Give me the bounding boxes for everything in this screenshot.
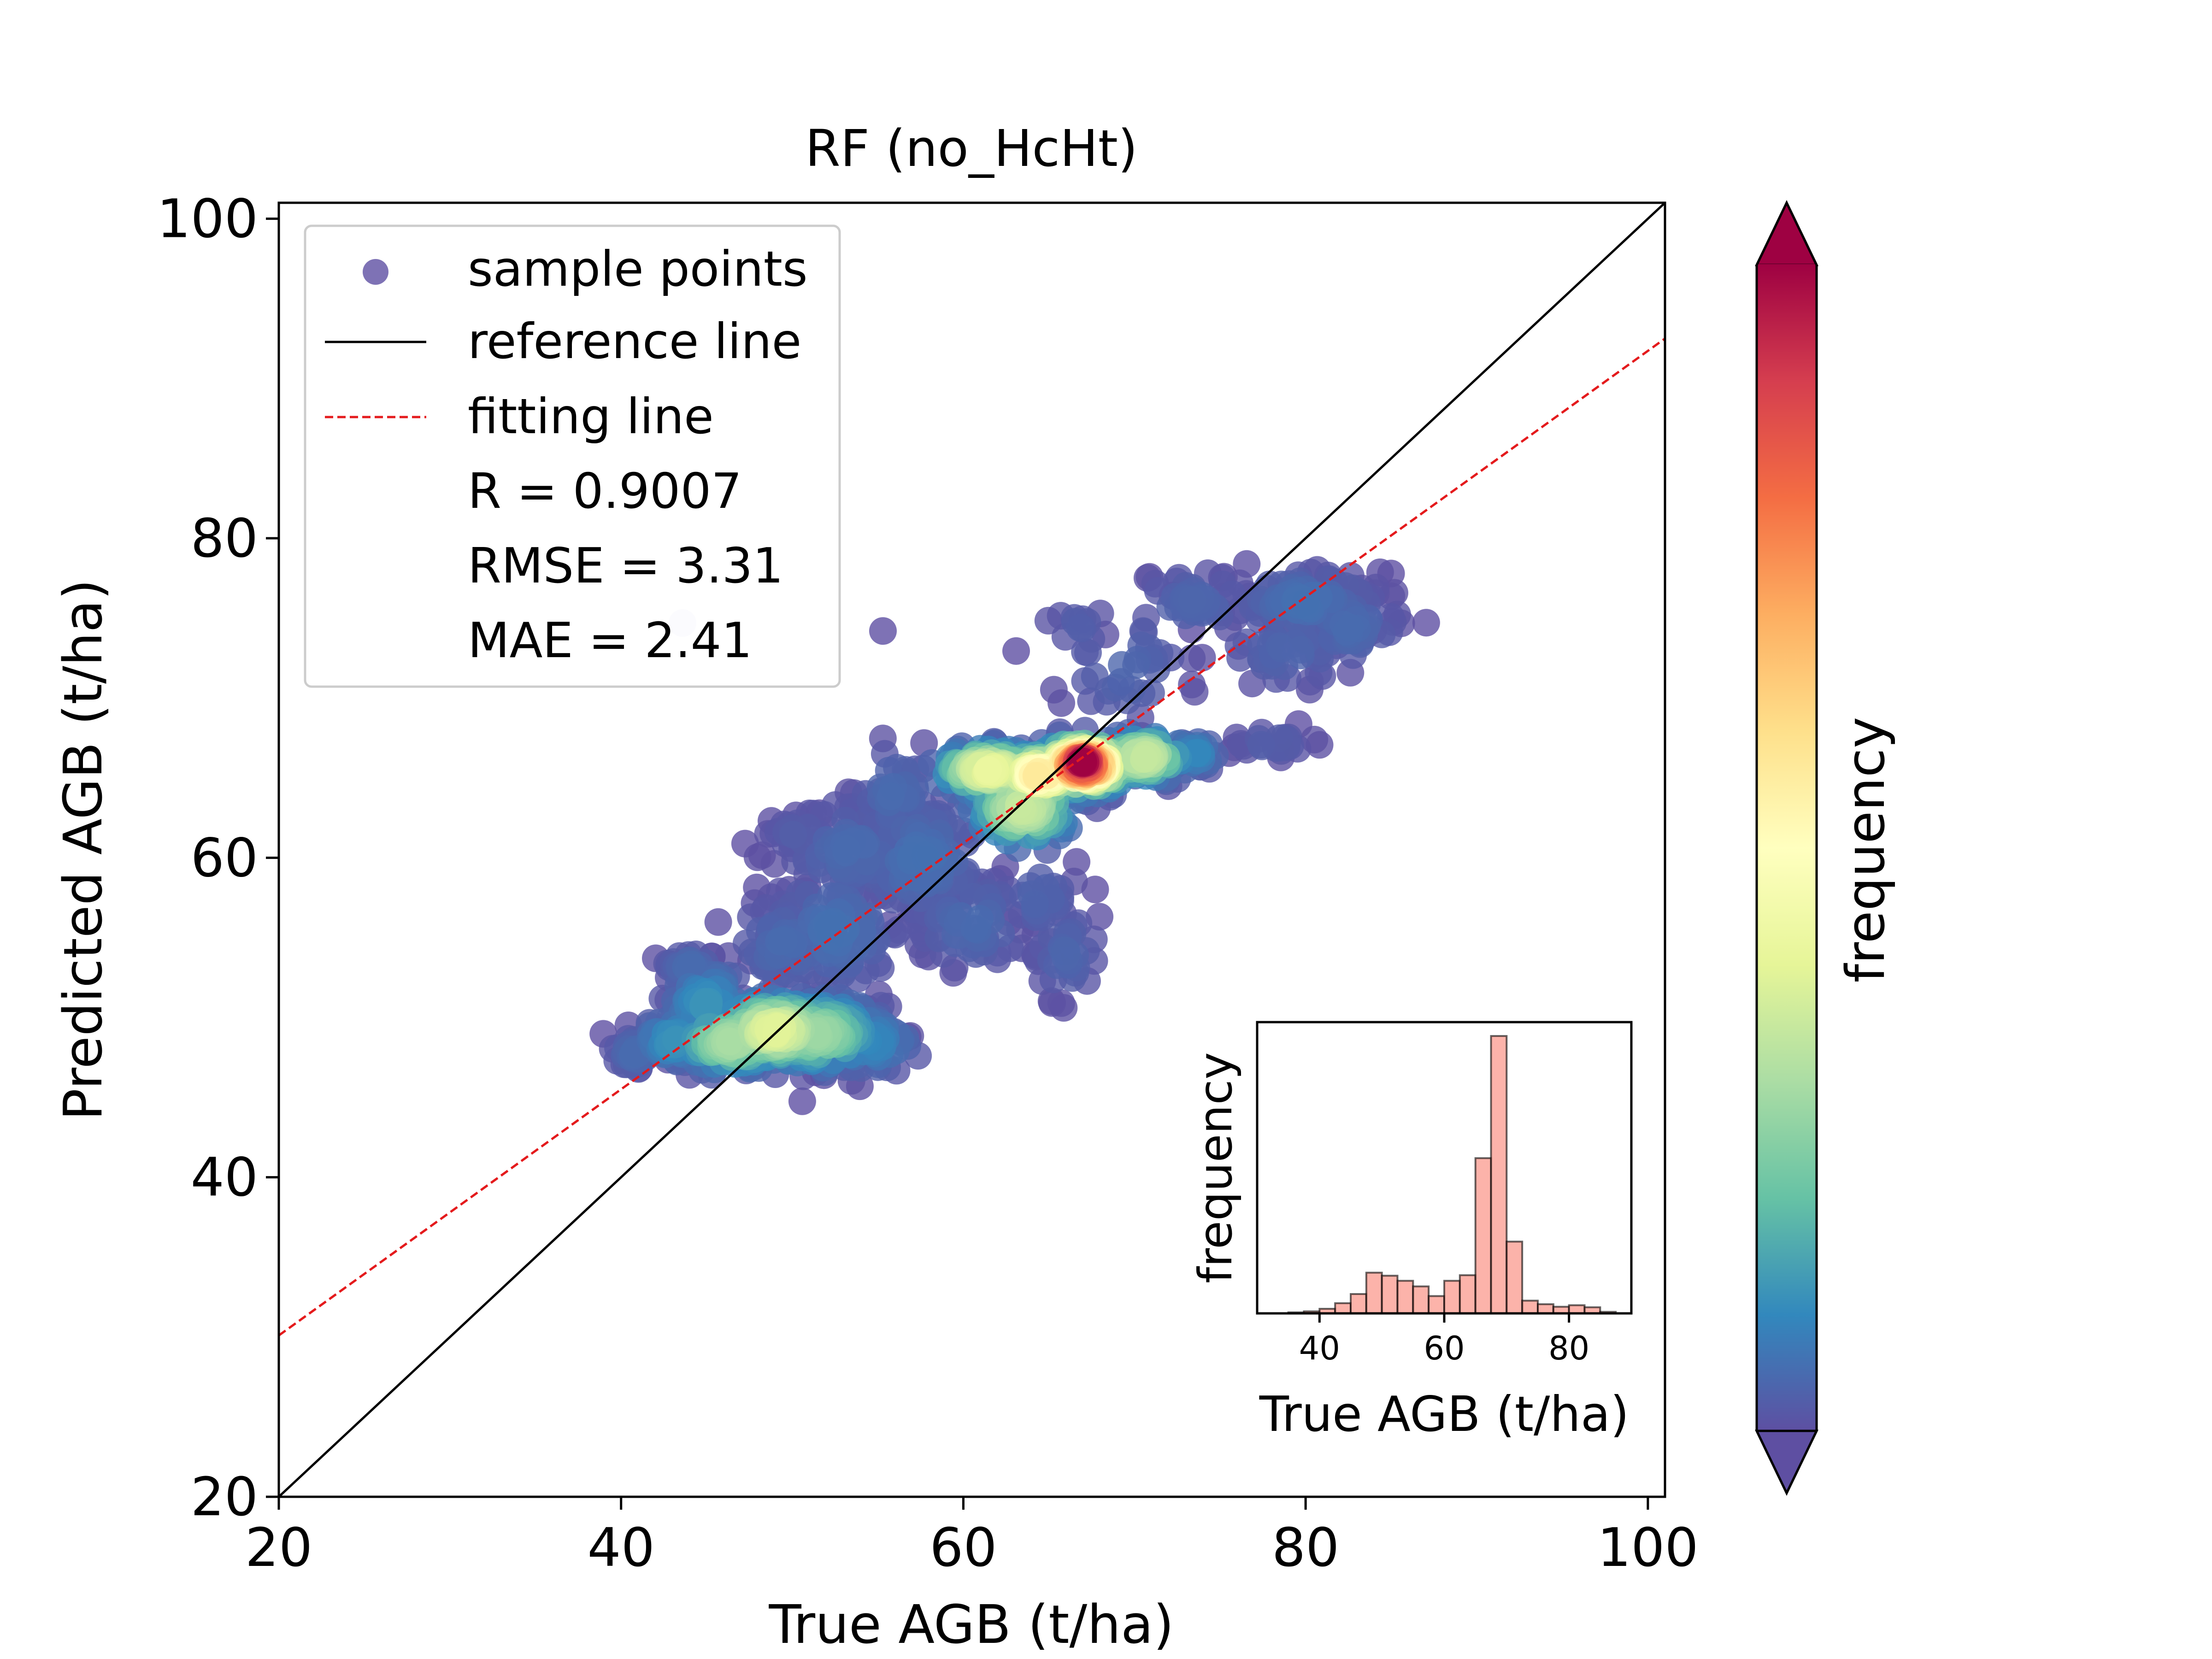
sample-point xyxy=(1069,748,1097,777)
inset-histogram: 40 60 80 True AGB (t/ha) frequency xyxy=(1188,1021,1633,1442)
histogram-bar xyxy=(1443,1280,1461,1315)
colorbar-extend-top xyxy=(1755,200,1818,266)
histogram-bar xyxy=(1428,1295,1446,1314)
histogram-bar xyxy=(1521,1300,1539,1314)
histogram-bar xyxy=(1490,1035,1508,1314)
histogram-bar xyxy=(1350,1293,1367,1314)
sample-point xyxy=(1178,671,1206,699)
legend-label-sample-points: sample points xyxy=(468,241,808,297)
histogram-bar xyxy=(1537,1303,1554,1315)
x-axis-label: True AGB (t/ha) xyxy=(769,1594,1174,1656)
sample-point xyxy=(966,905,994,933)
sample-point xyxy=(788,1087,816,1115)
sample-point xyxy=(821,912,849,940)
histogram-bar xyxy=(1474,1157,1492,1315)
sample-point xyxy=(1023,762,1051,790)
sample-point xyxy=(1292,588,1320,616)
legend-stat-mae: MAE = 2.41 xyxy=(468,612,752,669)
chart-title: RF (no_HcHt) xyxy=(805,119,1138,178)
histogram-bar xyxy=(1381,1275,1399,1314)
sample-point xyxy=(877,782,905,810)
inset-x-axis-ticks: 40 60 80 xyxy=(1299,1313,1589,1367)
histogram-bar xyxy=(1334,1302,1352,1315)
histogram-bars-layer xyxy=(1287,1035,1617,1315)
x-axis-ticks: 20 40 60 80 100 xyxy=(245,1497,1699,1579)
fitting-line xyxy=(279,337,1665,1336)
y-axis-label: Predicted AGB (t/ha) xyxy=(53,579,114,1121)
sample-point xyxy=(662,1025,690,1053)
y-tick-label: 80 xyxy=(191,508,258,570)
histogram-bar xyxy=(1459,1274,1477,1315)
sample-point xyxy=(1081,876,1109,904)
y-tick-label: 100 xyxy=(157,188,259,250)
sample-point xyxy=(704,908,732,936)
histogram-bar xyxy=(1365,1271,1383,1314)
inset-x-axis-label: True AGB (t/ha) xyxy=(1259,1386,1630,1442)
main-axes-frame xyxy=(277,201,1666,1498)
reference-line xyxy=(279,203,1665,1497)
colorbar-label: frequency xyxy=(1835,717,1897,983)
colorbar: frequency xyxy=(1755,200,1897,1496)
sample-point xyxy=(1086,903,1114,931)
sample-point xyxy=(692,990,720,1018)
y-axis-ticks: 20 40 60 80 100 xyxy=(157,188,279,1528)
legend-stat-r: R = 0.9007 xyxy=(468,463,742,519)
x-tick-label: 80 xyxy=(1272,1517,1339,1579)
legend-stat-rmse: RMSE = 3.31 xyxy=(468,538,783,594)
y-tick-label: 60 xyxy=(191,827,258,889)
y-tick-label: 20 xyxy=(191,1466,258,1528)
sample-point xyxy=(1047,689,1076,717)
inset-y-axis-label: frequency xyxy=(1188,1052,1242,1283)
sample-point xyxy=(768,927,796,955)
sample-point xyxy=(716,1028,744,1056)
colorbar-gradient xyxy=(1757,264,1817,1432)
sample-point xyxy=(779,821,807,849)
sample-point xyxy=(1268,635,1296,663)
main-plot: RF (no_HcHt) 20 40 60 80 100 20 40 60 80 100 Tru… xyxy=(53,119,1699,1656)
x-tick-label: 20 xyxy=(245,1517,312,1579)
sample-point xyxy=(1053,938,1081,965)
sample-point xyxy=(1336,614,1364,642)
x-tick-label: 100 xyxy=(1597,1517,1699,1579)
sample-point xyxy=(1002,637,1030,665)
sample-point xyxy=(1247,731,1275,759)
sample-point xyxy=(869,617,897,645)
sample-point xyxy=(1021,889,1049,918)
legend-label-fitting-line: fitting line xyxy=(468,388,714,445)
histogram-bar xyxy=(1568,1304,1586,1314)
legend-box xyxy=(304,224,841,688)
sample-point xyxy=(1412,609,1440,637)
legend-marker-sample-points xyxy=(363,259,388,285)
inset-x-tick-label: 80 xyxy=(1548,1330,1589,1367)
sample-point xyxy=(1178,586,1206,614)
histogram-bar xyxy=(1396,1280,1414,1315)
sample-point xyxy=(1108,651,1136,679)
colorbar-outline xyxy=(1755,200,1818,1496)
sample-point xyxy=(911,841,939,870)
legend-label-reference-line: reference line xyxy=(468,313,801,370)
sample-point xyxy=(1008,795,1036,823)
histogram-bar xyxy=(1506,1241,1524,1314)
y-tick-label: 40 xyxy=(191,1147,258,1209)
sample-point xyxy=(974,756,1002,784)
legend: sample points reference line fitting lin… xyxy=(304,224,841,688)
sample-point xyxy=(1130,745,1158,773)
sample-point xyxy=(833,835,861,863)
x-tick-label: 60 xyxy=(930,1517,997,1579)
sample-point xyxy=(1074,639,1102,667)
inset-x-tick-label: 40 xyxy=(1299,1330,1340,1367)
x-tick-label: 40 xyxy=(588,1517,655,1579)
inset-x-tick-label: 60 xyxy=(1424,1330,1465,1367)
sample-point xyxy=(1047,989,1075,1017)
colorbar-extend-bottom xyxy=(1755,1430,1818,1496)
inset-axes-background xyxy=(1257,1022,1631,1313)
histogram-bar xyxy=(1412,1285,1430,1314)
sample-point xyxy=(1066,614,1094,642)
